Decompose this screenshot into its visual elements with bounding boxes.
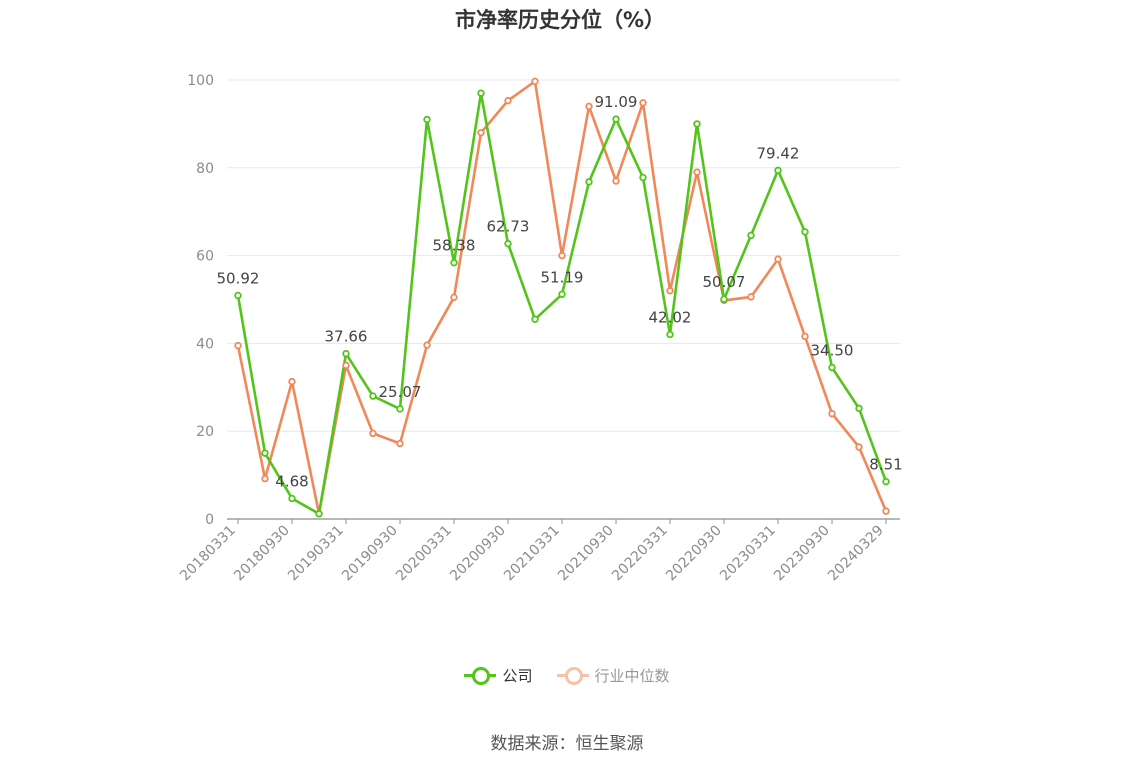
data-point-company xyxy=(369,392,377,400)
data-point-industry xyxy=(585,102,593,111)
data-point-company xyxy=(882,477,890,486)
data-label-company: 51.19 xyxy=(541,268,584,286)
data-point-industry xyxy=(612,177,620,185)
data-point-industry xyxy=(234,341,242,350)
data-point-company xyxy=(801,228,809,236)
data-point-company xyxy=(855,404,863,413)
chart-title: 市净率历史分位（%） xyxy=(454,8,666,32)
legend-industry-label: 行业中位数 xyxy=(594,666,670,685)
data-point-company xyxy=(531,315,539,323)
data-point-company xyxy=(423,115,431,124)
data-point-industry xyxy=(288,377,296,386)
data-point-company xyxy=(558,290,566,298)
data-point-industry xyxy=(342,361,350,370)
legend-item-company[interactable]: 公司 xyxy=(464,663,533,687)
data-label-company: 79.42 xyxy=(757,144,800,162)
data-point-company xyxy=(828,363,836,372)
data-point-industry xyxy=(747,293,755,301)
legend-item-industry[interactable]: 行业中位数 xyxy=(556,663,670,687)
x-tick-label: 20210930 xyxy=(555,523,617,585)
data-point-company xyxy=(747,231,755,240)
data-point-industry xyxy=(477,128,485,137)
legend-company-marker-icon xyxy=(464,663,497,687)
y-tick-label: 0 xyxy=(205,512,214,528)
data-points xyxy=(234,77,890,518)
data-point-industry xyxy=(369,429,377,438)
source-note: 数据来源：恒生聚源 xyxy=(490,734,644,754)
data-point-company xyxy=(342,349,350,358)
x-tick-label: 20240329 xyxy=(825,523,887,585)
data-point-industry xyxy=(396,439,404,448)
data-label-company: 50.92 xyxy=(217,269,260,287)
x-tick-label: 20190331 xyxy=(285,523,347,585)
data-point-company xyxy=(315,510,323,518)
data-label-company: 91.09 xyxy=(595,93,638,111)
data-point-industry xyxy=(801,332,809,341)
data-point-company xyxy=(234,291,242,300)
x-tick-label: 20200331 xyxy=(393,523,455,585)
data-point-industry xyxy=(504,96,512,105)
data-point-company xyxy=(720,295,728,303)
data-point-company xyxy=(504,239,512,248)
y-tick-label: 20 xyxy=(196,424,214,440)
data-label-company: 50.07 xyxy=(703,273,746,291)
x-tick-label: 20190930 xyxy=(339,523,401,585)
data-point-industry xyxy=(828,409,836,418)
data-label-company: 58.38 xyxy=(433,237,476,255)
data-point-industry xyxy=(639,99,647,107)
data-point-industry xyxy=(882,507,890,515)
data-label-company: 62.73 xyxy=(487,218,530,236)
data-label-company: 37.66 xyxy=(325,328,368,346)
data-label-company: 8.51 xyxy=(869,456,902,474)
data-point-industry xyxy=(423,341,431,349)
x-tick-label: 20230930 xyxy=(771,523,833,585)
y-tick-label: 60 xyxy=(196,249,214,265)
y-tick-label: 80 xyxy=(196,161,214,177)
data-point-industry xyxy=(666,287,674,295)
x-tick-label: 20220331 xyxy=(609,523,671,585)
x-tick-label: 20200930 xyxy=(447,523,509,585)
data-point-industry xyxy=(531,77,539,86)
data-point-company xyxy=(666,330,674,339)
data-point-company xyxy=(477,89,485,97)
x-tick-label: 20180930 xyxy=(231,523,293,585)
data-point-company xyxy=(288,494,296,503)
data-labels: 50.92 4.68 37.66 25.07 58.38 62.73 51.19 91.09 4… xyxy=(217,93,903,490)
data-point-company xyxy=(450,259,458,267)
data-point-industry xyxy=(261,474,269,483)
data-point-company xyxy=(261,449,269,457)
legend-company-label: 公司 xyxy=(502,666,533,685)
legend-industry-marker-icon xyxy=(556,663,589,687)
data-label-company: 34.50 xyxy=(811,342,854,360)
x-tick-label: 20210331 xyxy=(501,523,563,585)
data-point-industry xyxy=(450,293,458,302)
data-point-industry xyxy=(855,443,863,451)
x-tick-label: 20230331 xyxy=(717,523,779,585)
data-label-company: 42.02 xyxy=(649,309,692,327)
legend: 公司 行业中位数 xyxy=(0,663,1134,687)
data-point-company xyxy=(612,115,620,123)
data-label-company: 25.07 xyxy=(379,383,422,401)
x-tick-label: 20220930 xyxy=(663,523,725,585)
data-point-company xyxy=(585,178,593,186)
data-point-company xyxy=(639,173,647,182)
data-point-industry xyxy=(774,255,782,263)
data-label-company: 4.68 xyxy=(275,472,308,490)
data-point-company xyxy=(693,120,701,128)
data-point-company xyxy=(396,405,404,413)
data-point-industry xyxy=(558,251,566,260)
y-tick-label: 100 xyxy=(187,73,214,89)
data-point-company xyxy=(774,166,782,175)
y-tick-label: 40 xyxy=(196,336,214,352)
data-point-industry xyxy=(693,168,701,176)
x-tick-label: 20180331 xyxy=(177,523,239,585)
